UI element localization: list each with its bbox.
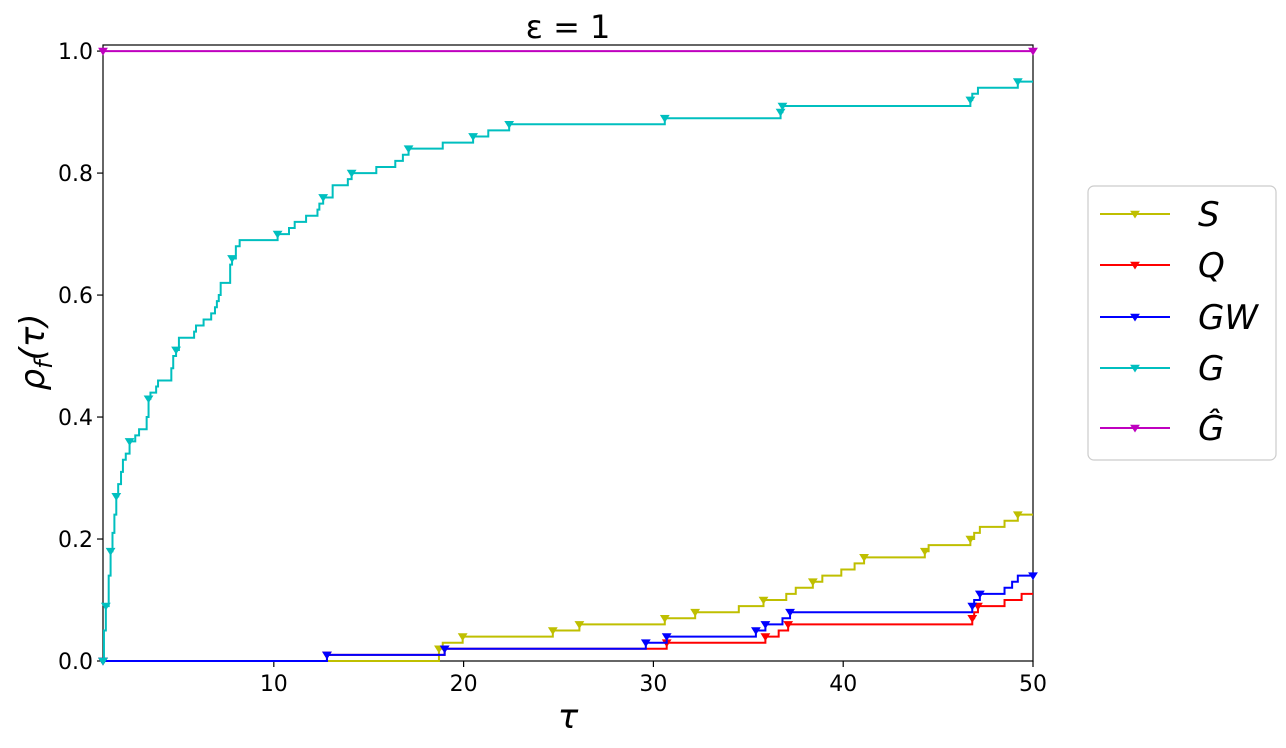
plot-frame — [102, 44, 1034, 662]
series-marker — [574, 621, 585, 629]
series-marker — [468, 133, 479, 142]
series-marker — [105, 547, 116, 556]
y-tick-label: 0.0 — [58, 650, 93, 675]
series-marker — [659, 615, 670, 623]
series-marker — [661, 633, 672, 642]
series-marker — [783, 621, 794, 629]
series-marker — [111, 493, 122, 501]
y-tick-label: 0.6 — [58, 284, 93, 309]
x-tick-label: 30 — [639, 672, 667, 697]
series-marker — [1028, 47, 1038, 56]
legend-swatch-marker — [1130, 424, 1140, 433]
legend-box — [1087, 185, 1277, 461]
legend-swatch-marker — [1130, 313, 1140, 322]
series-marker — [171, 346, 181, 355]
series-marker — [659, 114, 670, 123]
series-line-1 — [103, 592, 1033, 662]
series-marker — [100, 602, 111, 611]
series-marker — [403, 145, 414, 154]
series-marker — [272, 230, 283, 239]
y-tick-label: 0.8 — [58, 162, 93, 187]
series-marker — [439, 645, 450, 654]
series-marker — [690, 608, 701, 617]
series-marker — [973, 602, 983, 611]
series-marker — [434, 645, 444, 654]
series-marker — [457, 633, 468, 642]
series-line-0 — [103, 513, 1033, 662]
series-marker — [504, 120, 515, 129]
series-marker — [859, 554, 869, 562]
x-axis-label: τ — [558, 697, 579, 737]
series-group — [98, 47, 1038, 666]
series-marker — [227, 255, 237, 264]
legend-label: G — [1198, 349, 1224, 389]
x-tick-label: 40 — [829, 672, 857, 697]
series-marker — [919, 547, 930, 556]
x-tick-label: 20 — [450, 672, 478, 697]
legend-label: GW — [1198, 298, 1259, 338]
y-tick-label: 0.4 — [58, 406, 93, 431]
legend-swatch-marker — [1130, 261, 1140, 270]
y-tick-label: 0.2 — [58, 528, 93, 553]
series-marker — [974, 590, 985, 599]
series-marker — [967, 602, 978, 611]
series-marker — [777, 102, 788, 111]
legend-label: Ĝ — [1198, 408, 1224, 449]
series-marker — [807, 578, 818, 587]
series-marker — [967, 615, 978, 623]
chart-title: ε = 1 — [526, 8, 611, 46]
legend-swatch-marker — [1130, 364, 1140, 373]
series-marker — [785, 608, 795, 617]
series-marker — [760, 633, 771, 642]
series-marker — [965, 535, 976, 544]
series-marker — [98, 47, 108, 56]
series-marker — [775, 108, 786, 117]
series-marker — [346, 169, 357, 178]
series-marker — [124, 438, 135, 446]
series-marker — [1028, 572, 1038, 581]
series-marker — [965, 96, 976, 105]
y-axis-label: ρf(τ) — [13, 313, 58, 390]
series-marker — [758, 596, 769, 605]
series-line-3 — [102, 80, 1033, 662]
series-marker — [750, 627, 761, 636]
series-marker — [547, 627, 558, 636]
series-line-2 — [103, 574, 1033, 662]
y-tick-label: 1.0 — [58, 40, 93, 65]
x-tick-label: 10 — [260, 672, 288, 697]
series-marker — [760, 621, 771, 629]
series-marker — [322, 651, 332, 660]
legend: SQ GW GĜ — [1087, 185, 1277, 461]
series-marker — [318, 194, 329, 203]
x-tick-label: 50 — [1019, 672, 1047, 697]
series-marker — [1012, 511, 1023, 520]
legend-swatch-marker — [1130, 210, 1140, 219]
plot-area: 10 20 30 40 50 0.0 0.2 0.4 0.6 0.8 1.0 — [58, 40, 1047, 697]
series-marker — [143, 395, 154, 404]
series-marker — [1012, 78, 1023, 87]
series-marker — [640, 639, 651, 648]
series-marker — [98, 657, 108, 666]
legend-label: Q — [1198, 246, 1225, 286]
legend-label: S — [1198, 195, 1220, 235]
